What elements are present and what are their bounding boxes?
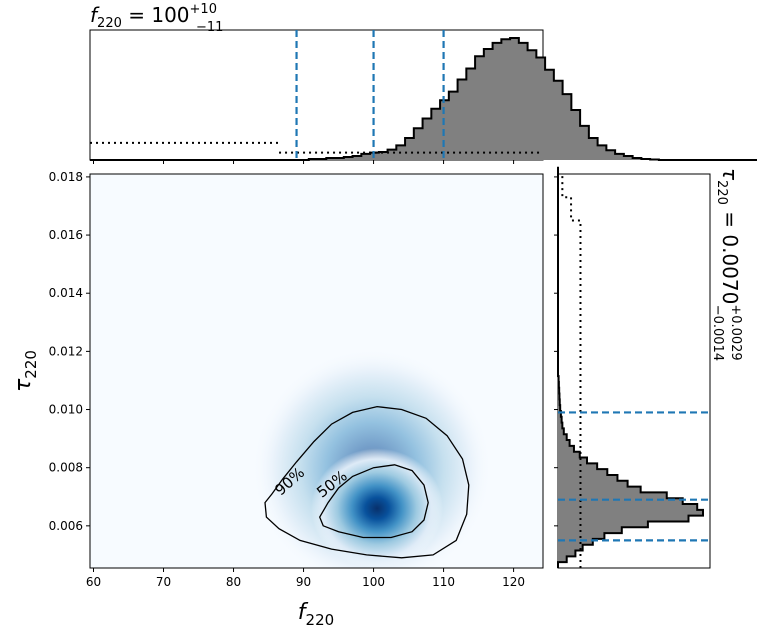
x-tick-label: 100 bbox=[362, 575, 385, 589]
right-marginal-panel: τ220 = 0.0070+0.0029−0.0014 bbox=[554, 166, 743, 569]
top-panel-title: f220 = 100+10 −11 bbox=[90, 2, 223, 35]
contour-90 bbox=[264, 405, 470, 559]
y-axis-label: τ220 bbox=[11, 350, 40, 392]
right-histogram-step bbox=[557, 166, 704, 568]
y-tick-label: 0.014 bbox=[49, 286, 83, 300]
y-tick-label: 0.010 bbox=[49, 403, 83, 417]
joint-panel-frame bbox=[89, 173, 544, 569]
x-tick-label: 120 bbox=[502, 575, 525, 589]
top-marginal-panel: f220 = 100+10 −11 bbox=[89, 2, 757, 164]
x-tick-label: 90 bbox=[296, 575, 311, 589]
right-histogram-fill bbox=[558, 166, 703, 568]
x-tick-label: 110 bbox=[432, 575, 455, 589]
right-panel-title: τ220 = 0.0070+0.0029−0.0014 bbox=[710, 168, 743, 361]
y-tick-label: 0.016 bbox=[49, 228, 83, 242]
contour-50 bbox=[318, 464, 429, 539]
x-axis-label: f220 bbox=[298, 600, 334, 629]
y-tick-label: 0.012 bbox=[49, 344, 83, 358]
x-tick-label: 60 bbox=[86, 575, 101, 589]
y-tick-label: 0.008 bbox=[49, 461, 83, 475]
x-tick-label: 70 bbox=[156, 575, 171, 589]
joint-panel: 90% 50% 60 70 80 90 100 110 1200.0060.0080.0100… bbox=[11, 170, 544, 629]
density-heatmap bbox=[311, 448, 444, 568]
y-tick-label: 0.006 bbox=[49, 519, 83, 533]
y-tick-label: 0.018 bbox=[49, 170, 83, 184]
top-histogram-step bbox=[90, 37, 757, 161]
x-tick-label: 80 bbox=[226, 575, 241, 589]
right-prior-line bbox=[561, 174, 582, 568]
top-histogram-fill bbox=[90, 38, 757, 160]
